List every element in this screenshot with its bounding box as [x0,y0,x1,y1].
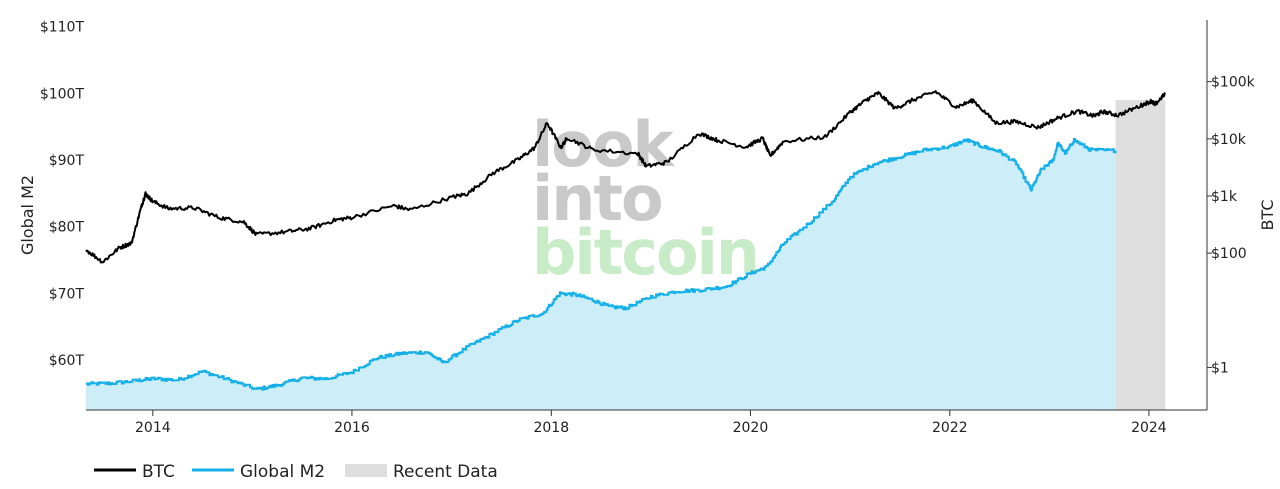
watermark-word: into [532,162,662,235]
watermark-word: look [532,108,675,181]
y-left-axis-title: Global M2 [18,175,37,255]
y-right-tick-label: $1k [1211,189,1238,205]
legend-label: BTC [142,462,175,482]
x-tick-label: 2022 [932,420,968,436]
legend-swatch [345,464,387,477]
x-tick-label: 2020 [733,420,769,436]
y-left-tick-label: $80T [49,220,85,236]
y-right-tick-label: $10k [1211,132,1247,148]
legend-item[interactable]: BTC [94,462,175,482]
global-m2-line [86,138,1117,391]
y-right-tick-label: $100k [1211,75,1256,91]
legend: BTC Global M2 Recent Data [94,462,498,482]
legend-item[interactable]: Recent Data [345,462,498,482]
btc-line [85,90,1166,264]
y-left-tick-label: $90T [49,153,85,169]
y-right-tick-label: $1 [1211,360,1229,376]
x-tick-label: 2018 [533,420,569,436]
recent-data-band [1115,100,1166,410]
y-left-tick-label: $60T [49,353,85,369]
x-tick-label: 2016 [334,420,370,436]
x-tick-label: 2024 [1131,420,1167,436]
y-right-axis-title: BTC [1258,200,1277,231]
x-tick-label: 2014 [135,420,171,436]
y-right-tick-label: $100 [1211,246,1247,262]
legend-label: Global M2 [240,462,325,482]
watermark-word: bitcoin [532,216,758,289]
y-left-tick-label: $70T [49,286,85,302]
y-left-tick-label: $100T [40,86,85,102]
legend-label: Recent Data [393,462,498,482]
global-m2-area [86,139,1116,410]
y-left-tick-label: $110T [40,20,85,36]
legend-item[interactable]: Global M2 [192,462,325,482]
